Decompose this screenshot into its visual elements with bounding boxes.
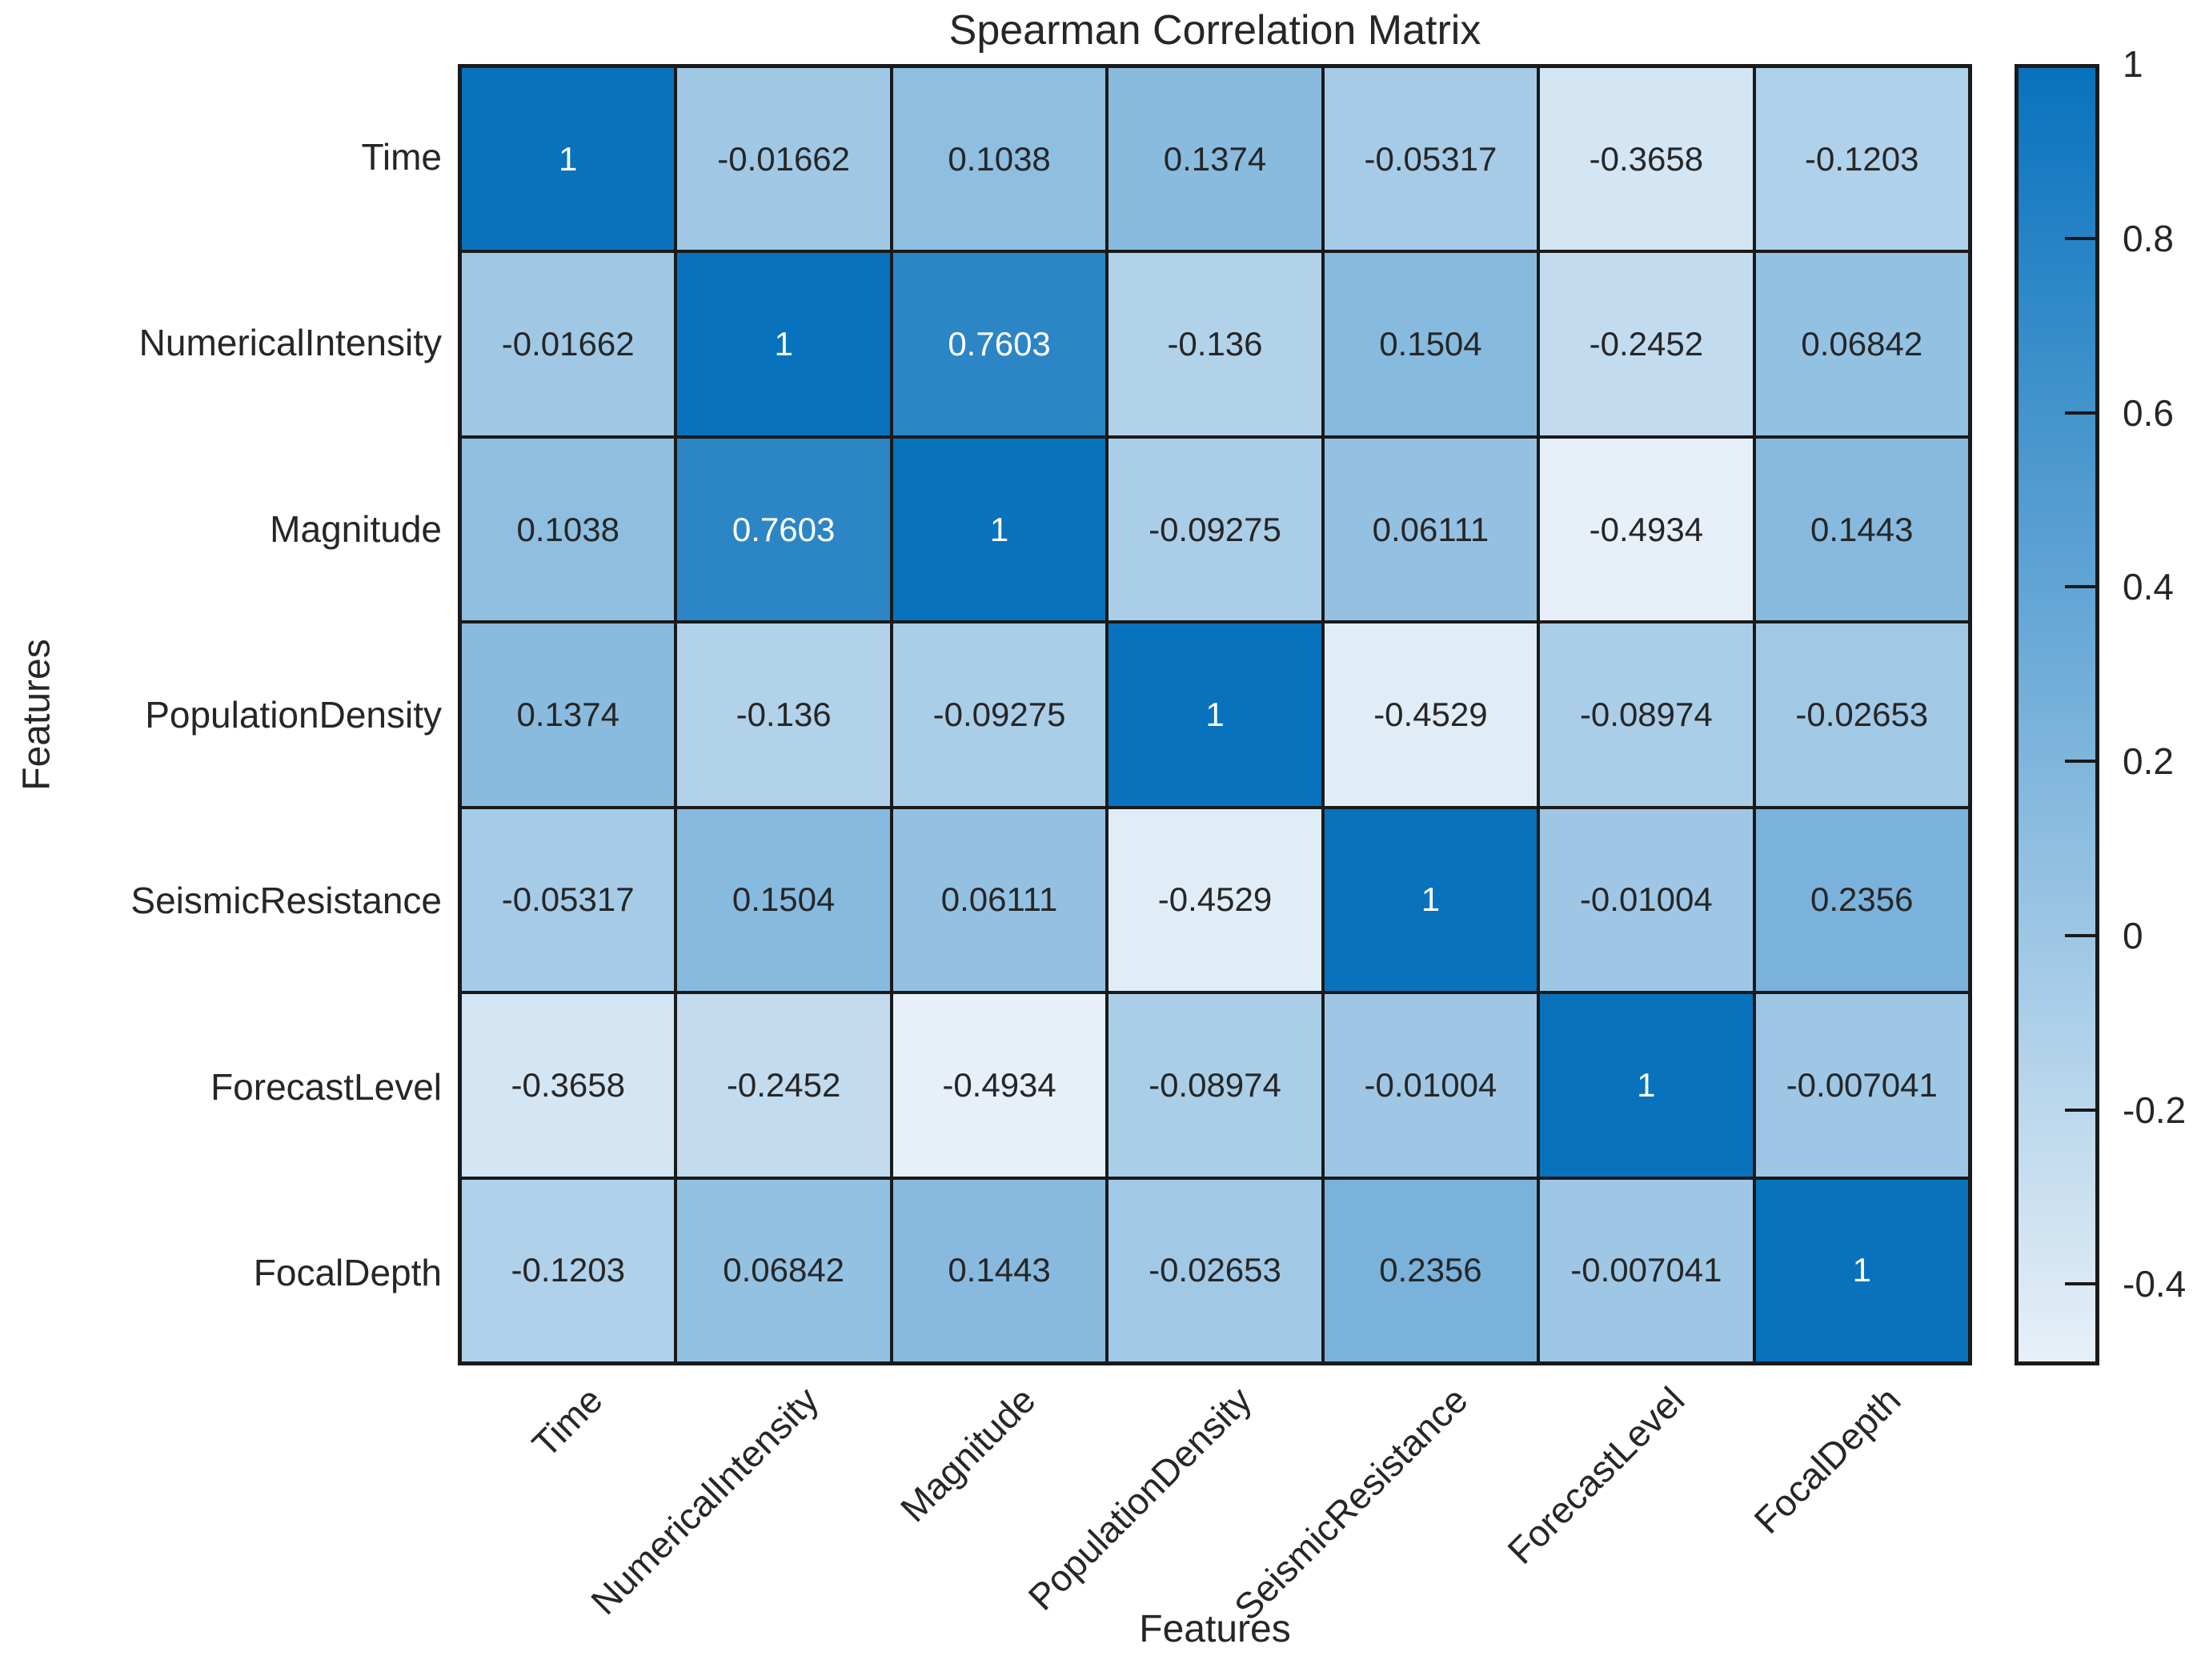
- heatmap-cell-Magnitude-SeismicResistance: 0.06111: [1324, 438, 1537, 621]
- heatmap-cell-Time-Magnitude: 0.1038: [892, 68, 1106, 251]
- heatmap-cell-PopulationDensity-NumericalIntensity: -0.136: [677, 623, 890, 806]
- heatmap-cell-Magnitude-NumericalIntensity: 0.7603: [677, 438, 890, 621]
- colorbar-tick-label: 0.4: [2123, 566, 2174, 608]
- colorbar-tick: [2065, 933, 2095, 937]
- y-tick-label-PopulationDensity: PopulationDensity: [145, 694, 442, 736]
- heatmap-cell-PopulationDensity-SeismicResistance: -0.4529: [1324, 623, 1537, 806]
- colorbar-tick-label: -0.4: [2123, 1263, 2187, 1305]
- heatmap-cell-NumericalIntensity-FocalDepth: 0.06842: [1755, 253, 1968, 435]
- colorbar-tick-label: 0.2: [2123, 740, 2174, 783]
- heatmap-cell-Time-NumericalIntensity: -0.01662: [677, 68, 890, 251]
- y-tick-label-ForecastLevel: ForecastLevel: [210, 1065, 442, 1108]
- heatmap-cell-Magnitude-ForecastLevel: -0.4934: [1540, 438, 1753, 621]
- heatmap-cell-PopulationDensity-Magnitude: -0.09275: [892, 623, 1106, 806]
- heatmap-cell-ForecastLevel-FocalDepth: -0.007041: [1755, 994, 1968, 1177]
- x-tick-label-SeismicResistance: SeismicResistance: [1226, 1378, 1476, 1629]
- colorbar-tick: [2065, 1108, 2095, 1112]
- heatmap-cell-NumericalIntensity-PopulationDensity: -0.136: [1109, 253, 1321, 435]
- colorbar: [2015, 64, 2099, 1365]
- heatmap-cell-SeismicResistance-Magnitude: 0.06111: [892, 808, 1106, 992]
- colorbar-tick-label: -0.2: [2123, 1089, 2187, 1131]
- colorbar-tick: [2065, 585, 2095, 589]
- heatmap-cell-PopulationDensity-PopulationDensity: 1: [1109, 623, 1321, 806]
- colorbar-tick-label: 0.8: [2123, 217, 2174, 259]
- heatmap-cell-FocalDepth-NumericalIntensity: 0.06842: [677, 1179, 890, 1361]
- heatmap-cell-Magnitude-PopulationDensity: -0.09275: [1109, 438, 1321, 621]
- y-tick-label-NumericalIntensity: NumericalIntensity: [138, 322, 442, 364]
- colorbar-tick-label: 0: [2123, 914, 2143, 956]
- heatmap-cell-NumericalIntensity-Magnitude: 0.7603: [892, 253, 1106, 435]
- heatmap-cell-Magnitude-FocalDepth: 0.1443: [1755, 438, 1968, 621]
- heatmap-cell-SeismicResistance-SeismicResistance: 1: [1324, 808, 1537, 992]
- heatmap-cell-SeismicResistance-ForecastLevel: -0.01004: [1540, 808, 1753, 992]
- heatmap-cell-FocalDepth-Time: -0.1203: [462, 1179, 675, 1361]
- heatmap-cell-FocalDepth-PopulationDensity: -0.02653: [1109, 1179, 1321, 1361]
- y-tick-label-Magnitude: Magnitude: [270, 507, 442, 550]
- x-tick-label-ForecastLevel: ForecastLevel: [1498, 1378, 1693, 1572]
- colorbar-tick-label: 0.6: [2123, 391, 2174, 434]
- heatmap-cell-ForecastLevel-Magnitude: -0.4934: [892, 994, 1106, 1177]
- heatmap-cell-SeismicResistance-PopulationDensity: -0.4529: [1109, 808, 1321, 992]
- heatmap-cell-ForecastLevel-SeismicResistance: -0.01004: [1324, 994, 1537, 1177]
- heatmap-cell-FocalDepth-FocalDepth: 1: [1755, 1179, 1968, 1361]
- colorbar-tick: [2065, 760, 2095, 764]
- heatmap-matrix: 1 -0.01662 0.1038 0.1374 -0.05317 -0.3658 -0.1…: [458, 64, 1972, 1365]
- heatmap-cell-NumericalIntensity-NumericalIntensity: 1: [677, 253, 890, 435]
- heatmap-cell-ForecastLevel-PopulationDensity: -0.08974: [1109, 994, 1321, 1177]
- chart-title: Spearman Correlation Matrix: [948, 7, 1481, 54]
- heatmap-cell-SeismicResistance-FocalDepth: 0.2356: [1755, 808, 1968, 992]
- colorbar-tick: [2065, 411, 2095, 415]
- y-tick-label-Time: Time: [361, 136, 442, 178]
- heatmap-cell-NumericalIntensity-Time: -0.01662: [462, 253, 675, 435]
- heatmap-cell-PopulationDensity-ForecastLevel: -0.08974: [1540, 623, 1753, 806]
- heatmap-cell-Time-SeismicResistance: -0.05317: [1324, 68, 1537, 251]
- heatmap-cell-PopulationDensity-Time: 0.1374: [462, 623, 675, 806]
- heatmap-cell-NumericalIntensity-SeismicResistance: 0.1504: [1324, 253, 1537, 435]
- heatmap-cell-Magnitude-Time: 0.1038: [462, 438, 675, 621]
- y-tick-label-SeismicResistance: SeismicResistance: [130, 880, 442, 922]
- heatmap-cell-NumericalIntensity-ForecastLevel: -0.2452: [1540, 253, 1753, 435]
- heatmap-cell-Time-Time: 1: [462, 68, 675, 251]
- heatmap-cell-FocalDepth-SeismicResistance: 0.2356: [1324, 1179, 1537, 1361]
- colorbar-tick: [2065, 1282, 2095, 1286]
- heatmap-cell-FocalDepth-Magnitude: 0.1443: [892, 1179, 1106, 1361]
- heatmap-cell-ForecastLevel-Time: -0.3658: [462, 994, 675, 1177]
- heatmap-cell-ForecastLevel-ForecastLevel: 1: [1540, 994, 1753, 1177]
- x-tick-label-Time: Time: [523, 1378, 611, 1465]
- x-tick-label-FocalDepth: FocalDepth: [1746, 1378, 1909, 1542]
- heatmap-cell-FocalDepth-ForecastLevel: -0.007041: [1540, 1179, 1753, 1361]
- x-tick-label-NumericalIntensity: NumericalIntensity: [583, 1378, 827, 1623]
- colorbar-tick-label: 1: [2123, 43, 2143, 85]
- heatmap-cell-Time-ForecastLevel: -0.3658: [1540, 68, 1753, 251]
- heatmap-cell-ForecastLevel-NumericalIntensity: -0.2452: [677, 994, 890, 1177]
- heatmap-cell-PopulationDensity-FocalDepth: -0.02653: [1755, 623, 1968, 806]
- heatmap-cell-Time-FocalDepth: -0.1203: [1755, 68, 1968, 251]
- heatmap-cell-SeismicResistance-NumericalIntensity: 0.1504: [677, 808, 890, 992]
- heatmap-cell-Magnitude-Magnitude: 1: [892, 438, 1106, 621]
- x-axis-title: Features: [1139, 1608, 1291, 1650]
- colorbar-tick: [2065, 236, 2095, 240]
- x-tick-label-Magnitude: Magnitude: [892, 1378, 1044, 1530]
- x-tick-label-PopulationDensity: PopulationDensity: [1020, 1378, 1260, 1618]
- heatmap-cell-Time-PopulationDensity: 0.1374: [1109, 68, 1321, 251]
- heatmap-cell-SeismicResistance-Time: -0.05317: [462, 808, 675, 992]
- y-tick-label-FocalDepth: FocalDepth: [253, 1251, 442, 1293]
